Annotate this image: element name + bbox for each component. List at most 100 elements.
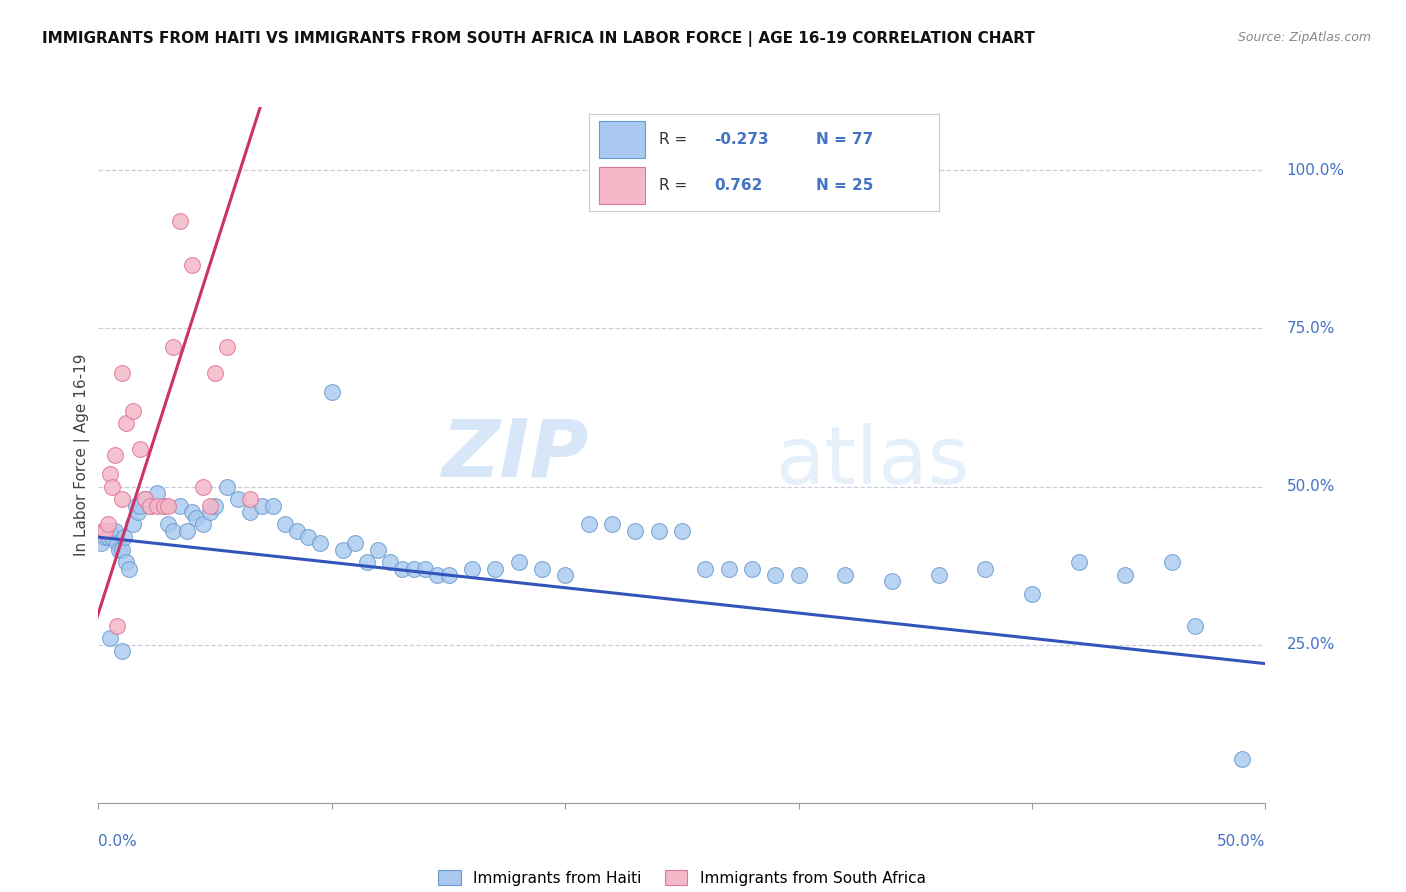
Point (169, 499, 191, 513)
Point (880, 574, 903, 589)
Point (200, 499, 222, 513)
Point (152, 499, 174, 513)
Point (274, 517, 297, 532)
Point (554, 568, 576, 582)
Text: 75.0%: 75.0% (1286, 321, 1334, 336)
Point (112, 530, 135, 544)
Point (928, 568, 950, 582)
Point (1067, 556, 1090, 570)
Point (115, 556, 138, 570)
Point (125, 499, 148, 513)
Point (413, 562, 436, 576)
Point (111, 542, 134, 557)
Point (426, 568, 449, 582)
Text: 100.0%: 100.0% (1286, 163, 1344, 178)
Point (600, 517, 623, 532)
Point (215, 479, 238, 493)
Point (157, 499, 180, 513)
Legend: Immigrants from Haiti, Immigrants from South Africa: Immigrants from Haiti, Immigrants from S… (439, 870, 925, 886)
Point (146, 499, 169, 513)
Point (134, 492, 156, 507)
Point (285, 524, 308, 538)
Point (239, 492, 262, 507)
Point (1230, 751, 1253, 765)
Point (332, 542, 354, 557)
Point (624, 524, 647, 538)
Point (193, 479, 215, 493)
Point (94, 524, 117, 538)
Point (101, 479, 124, 493)
Point (741, 562, 763, 576)
Point (508, 556, 530, 570)
Point (1161, 556, 1184, 570)
Point (104, 448, 127, 462)
Point (146, 486, 169, 500)
Point (974, 562, 997, 576)
Point (122, 517, 145, 532)
Point (122, 403, 145, 417)
Point (695, 562, 717, 576)
Point (215, 340, 238, 354)
Point (111, 366, 134, 380)
Point (104, 524, 127, 538)
Point (157, 517, 180, 532)
Point (94, 530, 117, 544)
Point (162, 524, 184, 538)
Point (98, 632, 121, 646)
Text: 0.0%: 0.0% (98, 834, 138, 849)
Point (367, 542, 389, 557)
Point (578, 517, 600, 532)
Point (127, 505, 149, 519)
Point (129, 499, 152, 513)
Point (162, 340, 184, 354)
Point (378, 556, 402, 570)
Point (250, 499, 273, 513)
Point (297, 530, 319, 544)
Point (228, 492, 250, 507)
Point (105, 618, 128, 632)
Text: 25.0%: 25.0% (1286, 637, 1334, 652)
Point (402, 562, 425, 576)
Point (115, 417, 138, 431)
Point (530, 562, 553, 576)
Point (1114, 568, 1136, 582)
Point (180, 505, 202, 519)
Point (671, 524, 693, 538)
Point (118, 562, 141, 576)
Point (717, 562, 740, 576)
Point (129, 442, 152, 456)
Point (108, 542, 131, 557)
Point (97, 517, 120, 532)
Point (262, 499, 284, 513)
Point (105, 536, 128, 550)
Point (484, 562, 506, 576)
Point (97, 530, 120, 544)
Point (239, 505, 262, 519)
Point (152, 499, 174, 513)
Point (647, 524, 669, 538)
Text: IMMIGRANTS FROM HAITI VS IMMIGRANTS FROM SOUTH AFRICA IN LABOR FORCE | AGE 16-19: IMMIGRANTS FROM HAITI VS IMMIGRANTS FROM… (42, 31, 1035, 47)
Text: ZIP: ZIP (441, 416, 589, 494)
Text: atlas: atlas (775, 423, 970, 501)
Point (200, 505, 222, 519)
Text: 50.0%: 50.0% (1286, 479, 1334, 494)
Point (193, 517, 215, 532)
Point (169, 214, 191, 228)
Point (834, 568, 856, 582)
Point (461, 562, 484, 576)
Point (309, 536, 332, 550)
Point (91, 524, 114, 538)
Point (204, 366, 226, 380)
Point (437, 568, 460, 582)
Point (98, 467, 121, 481)
Point (101, 530, 124, 544)
Point (180, 258, 202, 272)
Point (90, 536, 112, 550)
Point (763, 568, 786, 582)
Point (186, 511, 208, 525)
Point (391, 562, 413, 576)
Point (344, 536, 367, 550)
Point (111, 644, 134, 658)
Point (134, 492, 156, 507)
Y-axis label: In Labor Force | Age 16-19: In Labor Force | Age 16-19 (75, 353, 90, 557)
